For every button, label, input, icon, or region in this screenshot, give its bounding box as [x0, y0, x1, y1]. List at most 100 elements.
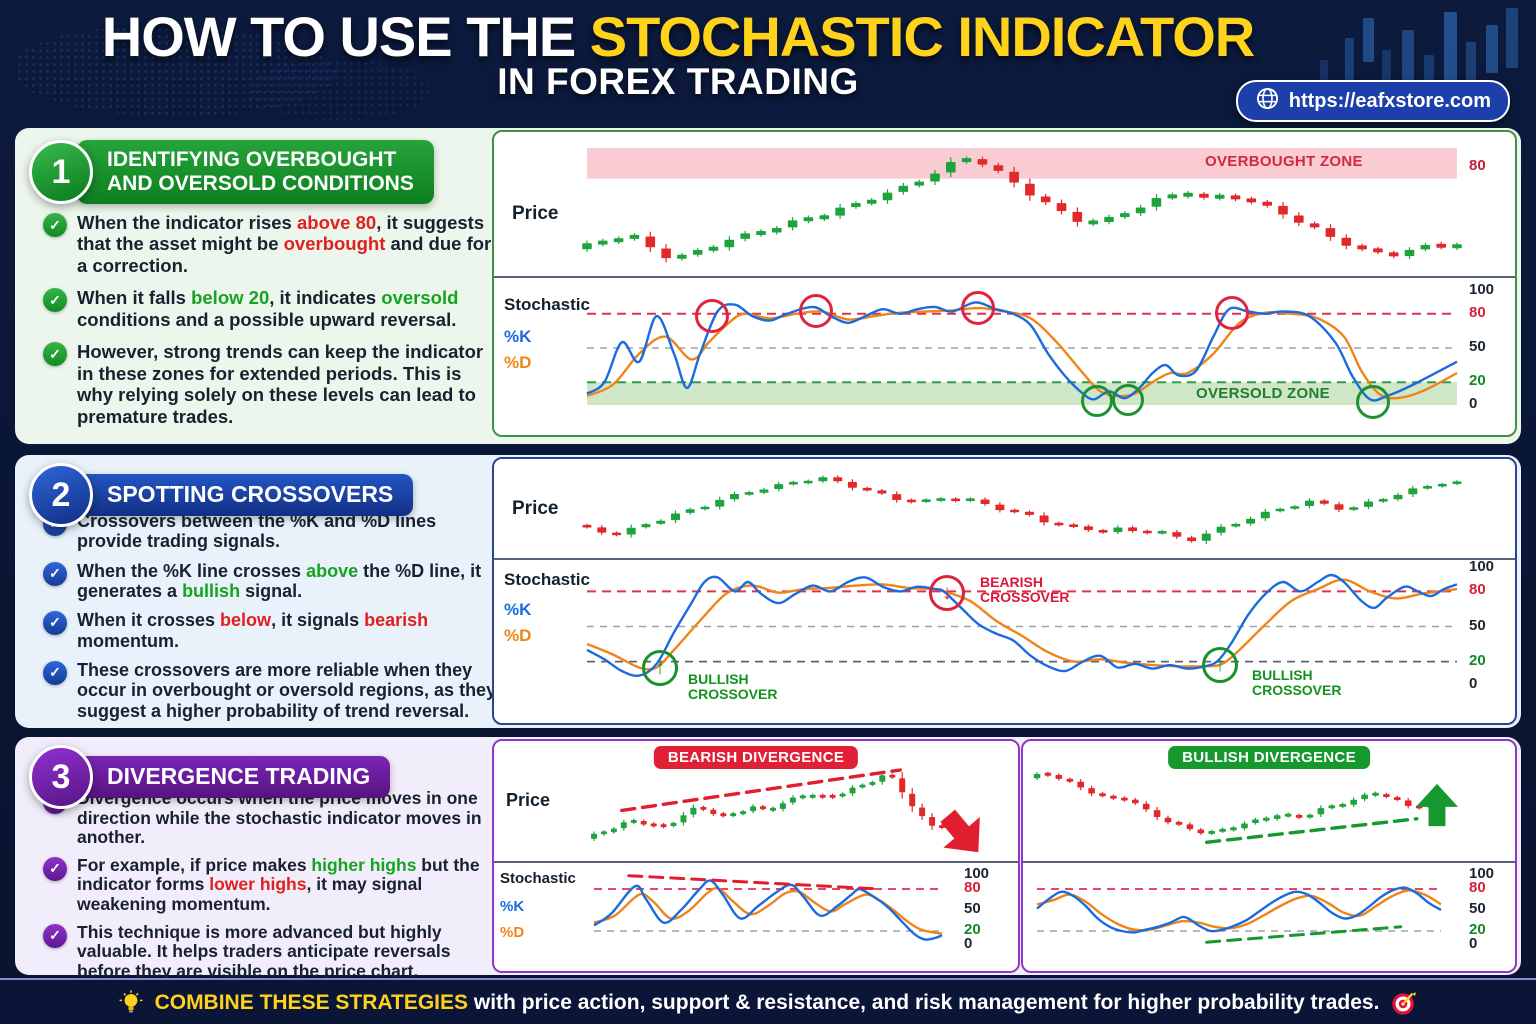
check-icon: ✓ — [43, 342, 67, 367]
divergence-badge: BULLISH DIVERGENCE — [1168, 746, 1370, 769]
zone-label: OVERBOUGHT ZONE — [1205, 153, 1363, 170]
bullet-item: ✓ These crossovers are more reliable when… — [43, 660, 501, 721]
globe-icon — [1255, 86, 1280, 117]
check-icon: ✓ — [43, 288, 67, 313]
section-spotting-crossovers: 2 SPOTTING CROSSOVERS ✓ Crossovers betwee… — [15, 455, 1521, 728]
panel-divider — [494, 558, 1515, 560]
stochastic-plot — [1036, 886, 1442, 944]
subtitle: IN FOREX TRADING — [497, 61, 859, 102]
scale-tick: 100 — [1469, 281, 1495, 298]
target-icon — [1390, 989, 1418, 1017]
bullet-item: ✓ When it crosses below, it signals beari… — [43, 610, 501, 651]
bullet-text: When the indicator rises above 80, it su… — [77, 212, 492, 276]
stochastic-plot — [593, 874, 943, 941]
check-icon: ✓ — [43, 611, 67, 636]
panel-label: %K — [504, 327, 532, 346]
section-number-badge: 1 — [29, 140, 93, 204]
panel-label: Price — [512, 203, 559, 224]
panel-label: Stochastic — [500, 870, 576, 887]
footer-highlight: COMBINE THESE STRATEGIES — [154, 991, 469, 1014]
panel-label: BULLISH CROSSOVER — [688, 671, 778, 703]
chart-card-bearish-divergence: BEARISH DIVERGENCE Price Stochastic %K %D 100… — [492, 739, 1020, 973]
bullet-item: ✓ However, strong trends can keep the ind… — [43, 341, 495, 427]
check-icon: ✓ — [43, 561, 67, 586]
panel-label: %D — [500, 924, 525, 941]
scale-tick: 0 — [1469, 935, 1478, 952]
zone-label: OVERSOLD ZONE — [1196, 385, 1330, 402]
scale-tick: 80 — [1469, 581, 1486, 598]
scale-tick: 80 — [1469, 157, 1486, 174]
stochastic-plot — [586, 573, 1458, 678]
scale-tick: 100 — [1469, 865, 1495, 882]
bullet-list: ✓ When the indicator rises above 80, it s… — [43, 212, 495, 427]
panel-label: %D — [504, 626, 532, 645]
section-overbought-oversold: 1 IDENTIFYING OVERBOUGHT AND OVERSOLD CO… — [15, 128, 1521, 444]
check-icon: ✓ — [43, 856, 67, 881]
header: HOW TO USE THE STOCHASTIC INDICATOR IN F… — [0, 0, 1536, 128]
section-title-banner: DIVERGENCE TRADING — [77, 756, 391, 798]
scale-tick: 50 — [964, 900, 981, 917]
crossover-circle: ↓ — [929, 575, 965, 611]
panel-divider — [494, 861, 1018, 863]
panel-label: Stochastic — [504, 295, 590, 314]
bullet-text: However, strong trends can keep the indi… — [77, 341, 484, 427]
lightbulb-icon — [118, 989, 144, 1017]
scale-tick: 20 — [964, 921, 981, 938]
bullet-item: ✓ When it falls below 20, it indicates ov… — [43, 287, 495, 330]
panel-label: Price — [506, 790, 551, 810]
scale-tick: 20 — [1469, 921, 1486, 938]
section-divergence-trading: 3 DIVERGENCE TRADING ✓Divergence occurs … — [15, 737, 1521, 981]
scale-tick: 80 — [964, 879, 981, 896]
panel-label: %K — [504, 600, 532, 619]
price-plot — [1033, 771, 1445, 845]
scale-tick: 80 — [1469, 304, 1486, 321]
footer: COMBINE THESE STRATEGIES with price acti… — [0, 978, 1536, 1024]
scale-tick: 100 — [1469, 558, 1495, 575]
signal-circle — [799, 294, 833, 328]
stochastic-plot — [586, 301, 1458, 405]
bullet-list: ✓ Crossovers between the %K and %D lines … — [43, 511, 501, 721]
section-title-banner: IDENTIFYING OVERBOUGHT AND OVERSOLD COND… — [77, 140, 434, 204]
page-title: HOW TO USE THE STOCHASTIC INDICATOR IN F… — [0, 4, 1356, 103]
scale-tick: 20 — [1469, 652, 1486, 669]
up-arrow-icon — [1414, 782, 1460, 828]
website-link[interactable]: https://eafxstore.com — [1235, 80, 1510, 122]
website-url: https://eafxstore.com — [1288, 89, 1491, 112]
bullet-text: When it crosses below, it signals bearis… — [77, 610, 429, 651]
scale-tick: 50 — [1469, 617, 1486, 634]
crossover-circle: ↑ — [642, 650, 678, 686]
panel-label: BULLISH CROSSOVER — [1252, 667, 1342, 699]
scale-tick: 50 — [1469, 900, 1486, 917]
signal-circle — [1112, 384, 1144, 416]
divergence-badge: BEARISH DIVERGENCE — [653, 746, 859, 769]
panel-label: Price — [512, 498, 559, 519]
bullet-text: For example, if price makes higher highs… — [77, 854, 480, 914]
section-number-badge: 2 — [29, 463, 93, 527]
bullet-item: ✓ When the %K line crosses above the %D l… — [43, 561, 501, 602]
check-icon: ✓ — [43, 213, 67, 237]
section-number-badge: 3 — [29, 745, 93, 809]
section-title-banner: SPOTTING CROSSOVERS — [77, 474, 414, 516]
bullet-text: Crossovers between the %K and %D lines p… — [77, 511, 437, 552]
chart-card-overbought-oversold: OVERBOUGHT ZONE Price 80 OVERSOLD ZONE Stoch… — [492, 130, 1517, 437]
scale-tick: 50 — [1469, 338, 1486, 355]
title-part-white: HOW TO USE THE — [101, 5, 590, 68]
signal-circle — [1215, 296, 1249, 330]
panel-label: Stochastic — [504, 570, 590, 589]
panel-label: BEARISH CROSSOVER — [980, 574, 1070, 606]
panel-label: %D — [504, 353, 532, 372]
scale-tick: 80 — [1469, 879, 1486, 896]
signal-circle — [961, 291, 995, 325]
signal-circle — [1081, 385, 1113, 417]
crossover-circle: ↑ — [1202, 647, 1238, 683]
title-part-yellow: STOCHASTIC INDICATOR — [589, 5, 1255, 68]
bullet-item: ✓ When the indicator rises above 80, it s… — [43, 212, 495, 276]
bullet-item: ✓ For example, if price makes higher high… — [43, 854, 501, 915]
world-map-decoration — [16, 26, 336, 116]
signal-circle — [1356, 385, 1390, 419]
scale-tick: 0 — [964, 935, 973, 952]
check-icon: ✓ — [43, 660, 67, 685]
footer-rest: with price action, support & resistance,… — [468, 991, 1380, 1014]
panel-divider — [494, 276, 1515, 278]
